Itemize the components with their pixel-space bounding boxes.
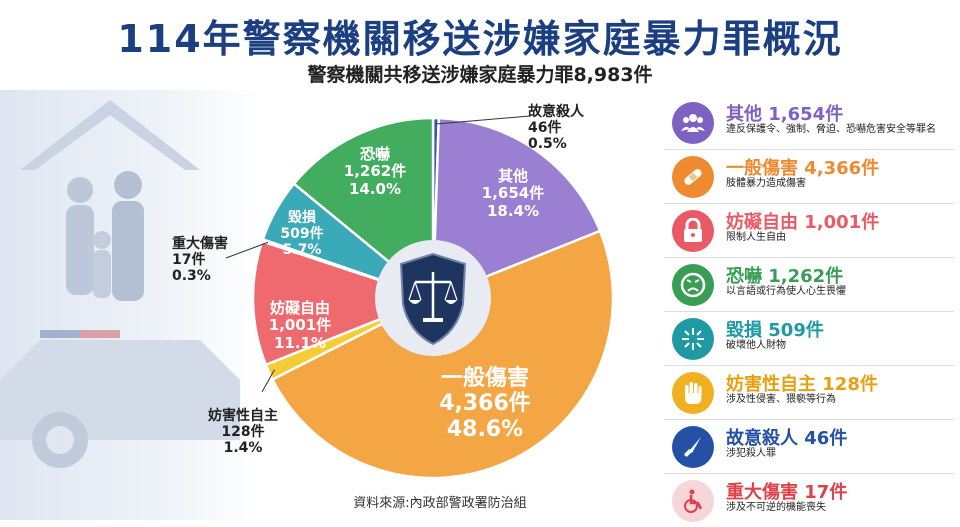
leader-line-murder xyxy=(435,115,531,125)
group-icon xyxy=(672,102,714,144)
pie-slice-freedom xyxy=(251,239,437,367)
legend-row-serious: 重大傷害 17件 涉及不可逆的機能喪失 xyxy=(664,474,954,527)
pie-slice-other xyxy=(431,116,602,300)
legend-row-freedom: 妨礙自由 1,001件 限制人生自由 xyxy=(664,204,954,258)
leader-line-sexual xyxy=(261,369,275,393)
lock-icon xyxy=(672,210,714,252)
legend-row-murder: 故意殺人 46件 涉犯殺人罪 xyxy=(664,420,954,474)
label-serious: 重大傷害 17件 0.3% xyxy=(172,236,228,285)
legend-row-other: 其他 1,654件 違反保護令、強制、脅迫、恐嚇危害安全等罪名 xyxy=(664,96,954,150)
source-note: 資料來源:內政部警政署防治組 xyxy=(353,496,527,511)
bandage-icon xyxy=(672,156,714,198)
legend-panel: 其他 1,654件 違反保護令、強制、脅迫、恐嚇危害安全等罪名 一般傷害 4,3… xyxy=(664,96,954,527)
justice-shield-icon xyxy=(399,252,467,346)
label-murder: 故意殺人 46件 0.5% xyxy=(528,104,584,153)
legend-row-damage: 毀損 509件 破壞他人財物 xyxy=(664,312,954,366)
broken-glass-icon xyxy=(672,318,714,360)
wheelchair-icon xyxy=(672,480,714,522)
label-threat: 恐嚇 1,262件 14.0% xyxy=(343,145,407,198)
label-freedom: 妨礙自由 1,001件 11.1% xyxy=(268,299,332,352)
legend-row-sexual: 妨害性自主 128件 涉及性侵害、猥褻等行為 xyxy=(664,366,954,420)
family-silhouette-icon xyxy=(0,100,240,468)
label-sexual: 妨害性自主 128件 1.4% xyxy=(208,408,278,457)
leader-line-serious xyxy=(225,241,269,259)
label-injury: 一般傷害 4,366件 48.6% xyxy=(439,366,531,442)
page-title: 114年警察機關移送涉嫌家庭暴力罪概況 xyxy=(117,17,843,61)
page-subtitle: 警察機關共移送涉嫌家庭暴力罪8,983件 xyxy=(307,64,653,86)
stop-hand-icon xyxy=(672,372,714,414)
legend-row-injury: 一般傷害 4,366件 肢體暴力造成傷害 xyxy=(664,150,954,204)
label-other: 其他 1,654件 18.4% xyxy=(481,167,545,220)
angry-face-icon xyxy=(672,264,714,306)
label-damage: 毀損 509件 5.7% xyxy=(280,210,324,259)
knife-icon xyxy=(672,426,714,468)
background-family-illustration xyxy=(0,90,260,520)
legend-row-threat: 恐嚇 1,262件 以言語或行為使人心生畏懼 xyxy=(664,258,954,312)
